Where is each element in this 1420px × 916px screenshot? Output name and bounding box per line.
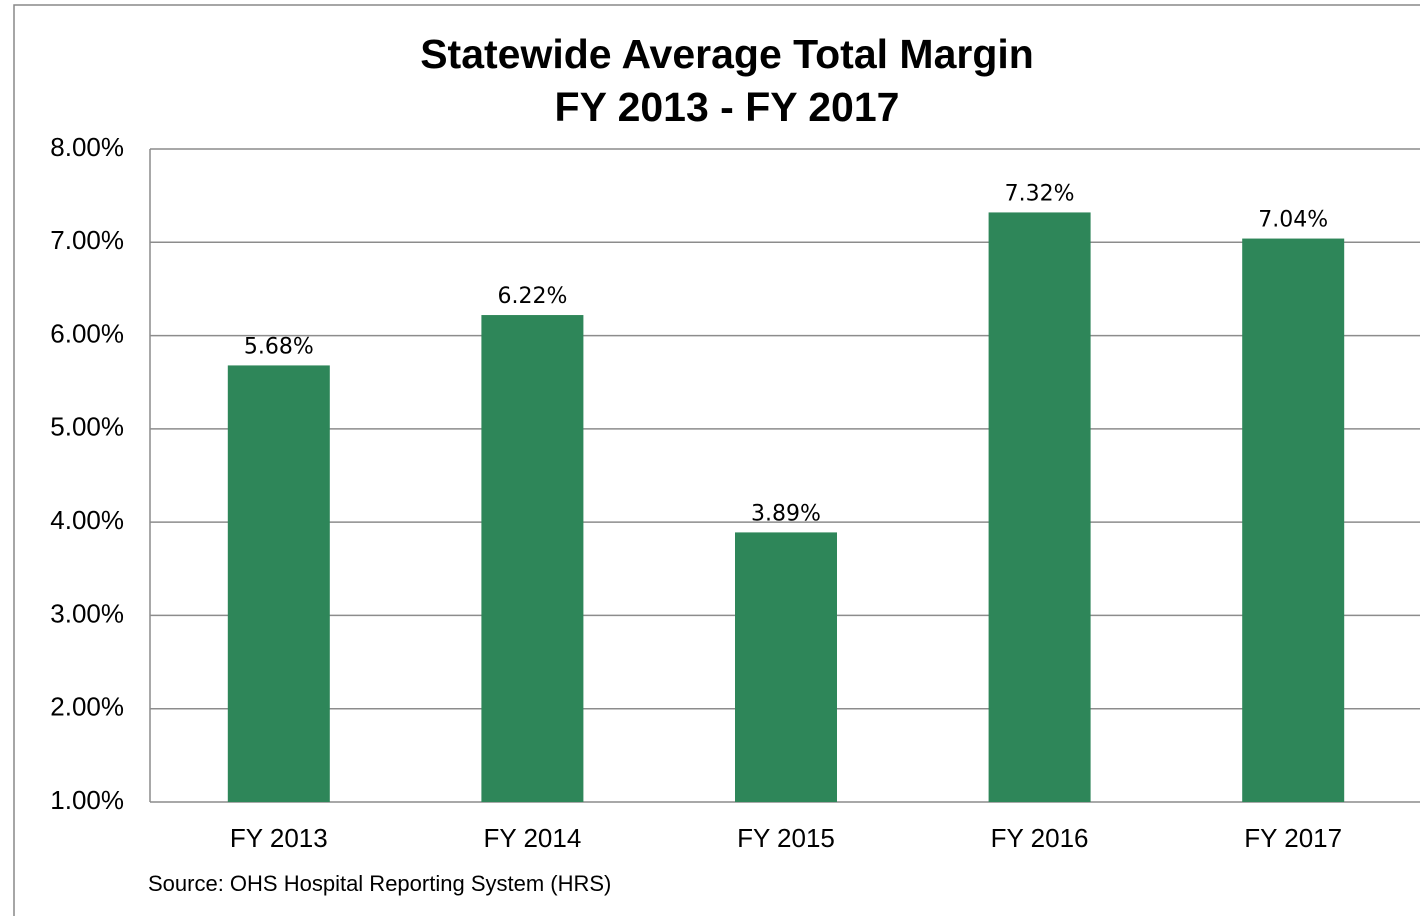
y-tick-label: 3.00%: [50, 598, 124, 628]
data-label: 6.22%: [497, 284, 567, 309]
bar: [481, 315, 584, 802]
bar: [227, 365, 330, 802]
x-tick-label: FY 2016: [991, 823, 1089, 853]
data-label: 5.68%: [244, 334, 314, 359]
y-tick-label: 8.00%: [50, 132, 124, 162]
data-label: 7.32%: [1005, 181, 1075, 206]
y-tick-label: 2.00%: [50, 692, 124, 722]
x-tick-label: FY 2017: [1244, 823, 1342, 853]
data-label: 3.89%: [751, 501, 821, 526]
y-tick-label: 7.00%: [50, 225, 124, 255]
y-tick-label: 5.00%: [50, 412, 124, 442]
chart-frame: [13, 4, 1420, 916]
chart-title: Statewide Average Total Margin: [420, 31, 1034, 77]
chart-subtitle: FY 2013 - FY 2017: [555, 84, 900, 130]
y-tick-label: 1.00%: [50, 785, 124, 815]
y-tick-label: 6.00%: [50, 318, 124, 348]
data-label: 7.04%: [1258, 208, 1328, 233]
bar: [988, 212, 1091, 803]
x-tick-label: FY 2013: [230, 823, 328, 853]
bar: [735, 532, 837, 802]
source-note: Source: OHS Hospital Reporting System (H…: [148, 871, 611, 896]
x-tick-label: FY 2015: [737, 823, 835, 853]
x-tick-label: FY 2014: [483, 823, 581, 853]
y-tick-label: 4.00%: [50, 505, 124, 535]
bar: [1242, 238, 1345, 802]
